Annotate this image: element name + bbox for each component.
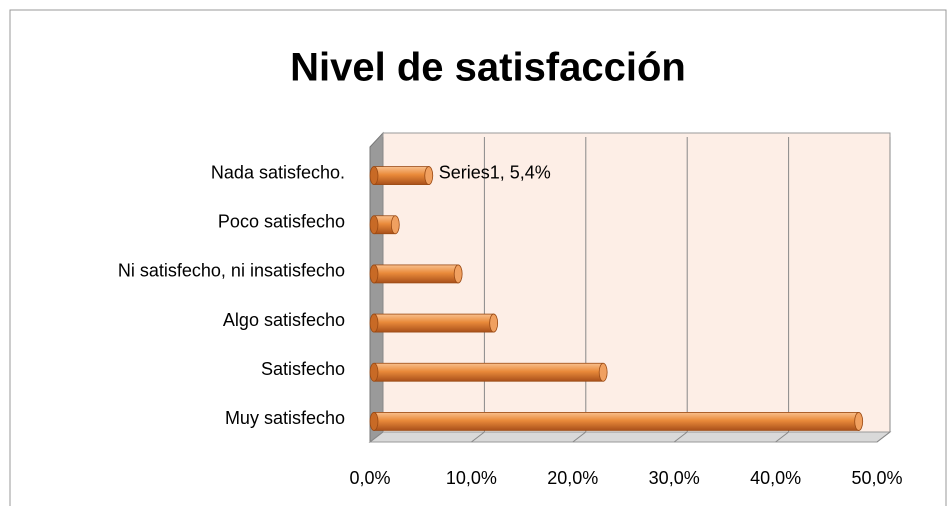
bar-cap	[854, 412, 864, 431]
y-tick-label: Muy satisfecho	[225, 408, 345, 428]
bar-cap	[390, 215, 400, 235]
grid-line	[876, 431, 891, 443]
bar	[373, 412, 860, 431]
bar-base	[369, 412, 379, 431]
bar-base	[369, 362, 379, 382]
bar	[373, 264, 459, 284]
y-tick-label: Nada satisfecho.	[211, 162, 345, 182]
x-tick-label: 30,0%	[649, 468, 700, 488]
back-wall	[382, 132, 891, 433]
bar-cap	[424, 166, 434, 185]
y-tick-label: Poco satisfecho	[218, 212, 345, 232]
chart-title: Nivel de satisfacción	[290, 46, 686, 90]
bar-cap	[598, 362, 608, 382]
floor	[368, 431, 892, 443]
bar-base	[369, 215, 379, 235]
bar-base	[369, 264, 379, 284]
bar-cap	[453, 264, 463, 284]
bar-base	[369, 313, 379, 333]
x-tick-label: 40,0%	[750, 468, 801, 488]
grid-line	[775, 431, 789, 443]
bar	[373, 313, 495, 333]
y-tick-label: Algo satisfecho	[223, 310, 345, 330]
x-tick-label: 0,0%	[349, 468, 390, 488]
data-label: Series1, 5,4%	[439, 162, 551, 182]
x-tick-label: 20,0%	[547, 468, 598, 488]
bar-base	[369, 166, 379, 185]
grid-line	[673, 431, 688, 443]
bar	[373, 166, 430, 185]
y-tick-label: Satisfecho	[261, 359, 345, 379]
grid-line	[471, 431, 485, 443]
bar-cap	[489, 313, 499, 333]
x-tick-label: 50,0%	[851, 468, 902, 488]
grid-line	[572, 431, 587, 443]
bar	[373, 362, 604, 382]
grid-line	[369, 431, 384, 443]
x-tick-label: 10,0%	[446, 468, 497, 488]
y-tick-label: Ni satisfecho, ni insatisfecho	[118, 261, 345, 281]
